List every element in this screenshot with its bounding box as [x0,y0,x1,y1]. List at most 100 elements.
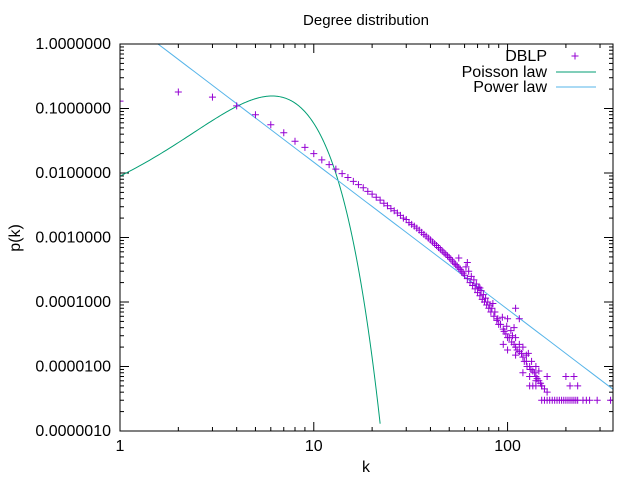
dblp-point [376,196,384,204]
dblp-point [455,254,463,262]
dblp-point [491,308,499,316]
y-tick-label: 0.0010000 [35,230,111,247]
dblp-point [504,315,512,323]
dblp-point [482,294,490,302]
dblp-point [510,324,518,332]
dblp-point [453,262,461,270]
dblp-point [512,351,520,359]
dblp-point [318,156,326,164]
dblp-point [593,396,601,404]
power-law-line [157,44,613,390]
dblp-point [470,276,478,284]
dblp-point [267,121,275,129]
dblp-point [349,177,357,185]
dblp-point [528,357,536,365]
dblp-point [440,249,448,257]
dblp-point [447,255,455,263]
dblp-point [233,102,241,110]
dblp-point [380,199,388,207]
x-tick-label: 10 [305,438,323,455]
dblp-point [507,327,515,335]
dblp-point [532,377,540,385]
dblp-point [515,315,523,323]
dblp-point [494,315,502,323]
dblp-point [529,382,537,390]
dblp-point [445,253,453,261]
dblp-point [383,202,391,210]
dblp-point [574,382,582,390]
dblp-point [450,259,458,267]
dblp-point [467,272,475,280]
dblp-point [527,365,535,373]
dblp-point [310,150,318,158]
dblp-point [436,245,444,253]
dblp-point [504,346,512,354]
dblp-point [438,247,446,255]
dblp-point [476,292,484,300]
dblp-point [490,312,498,320]
dblp-point [512,304,520,312]
plot-frame [119,43,614,432]
dblp-point [359,184,367,192]
dblp-point [489,299,497,307]
dblp-point [531,369,539,377]
dblp-point [543,388,551,396]
dblp-point [444,252,452,260]
dblp-point [523,363,531,370]
dblp-point [493,316,501,324]
y-tick-label: 0.0100000 [35,165,111,182]
dblp-point [518,349,525,357]
dblp-point [471,285,479,293]
dblp-point [280,129,288,137]
dblp-point [519,369,527,377]
dblp-point [476,284,484,292]
dblp-point [522,351,530,359]
dblp-point [455,264,463,272]
y-tick-label: 0.0000100 [35,359,111,376]
dblp-point [497,320,505,328]
dblp-point [566,382,574,390]
x-tick-label: 1 [116,438,125,455]
dblp-point [499,340,507,348]
dblp-point [452,261,460,269]
dblp-point [500,327,508,335]
dblp-point [535,367,543,375]
legend-dblp-sample [571,52,579,60]
dblp-point [364,187,372,195]
dblp-point [586,396,594,404]
dblp-point [463,275,471,283]
dblp-point [456,265,464,273]
legend-dblp-label: DBLP [505,48,547,65]
dblp-point [508,332,516,340]
dblp-point [562,372,570,380]
dblp-point [325,161,333,169]
dblp-point [208,93,216,101]
dblp-point [462,263,470,271]
y-tick-label: 1.0000000 [35,36,111,53]
dblp-point [513,346,521,354]
dblp-point [515,340,523,348]
dblp-point [251,111,259,119]
dblp-point [372,193,380,201]
dblp-point [301,143,309,151]
dblp-point [120,97,124,105]
dblp-point [174,88,182,96]
x-axis-label: k [362,459,371,476]
dblp-point [532,363,540,370]
dblp-point [399,214,407,222]
dblp-point [488,304,496,312]
y-tick-label: 0.0000010 [35,423,111,440]
x-tick-label: 100 [494,438,521,455]
dblp-point [543,372,551,380]
dblp-point [465,267,473,275]
dblp-point [520,357,528,365]
dblp-point [463,258,471,266]
legend-poisson-law-label: Poisson law [462,64,548,81]
dblp-point [332,165,340,173]
dblp-point [291,137,299,145]
legend-power-law-label: Power law [473,79,547,96]
dblp-point [526,372,534,380]
dblp-point [519,343,527,351]
